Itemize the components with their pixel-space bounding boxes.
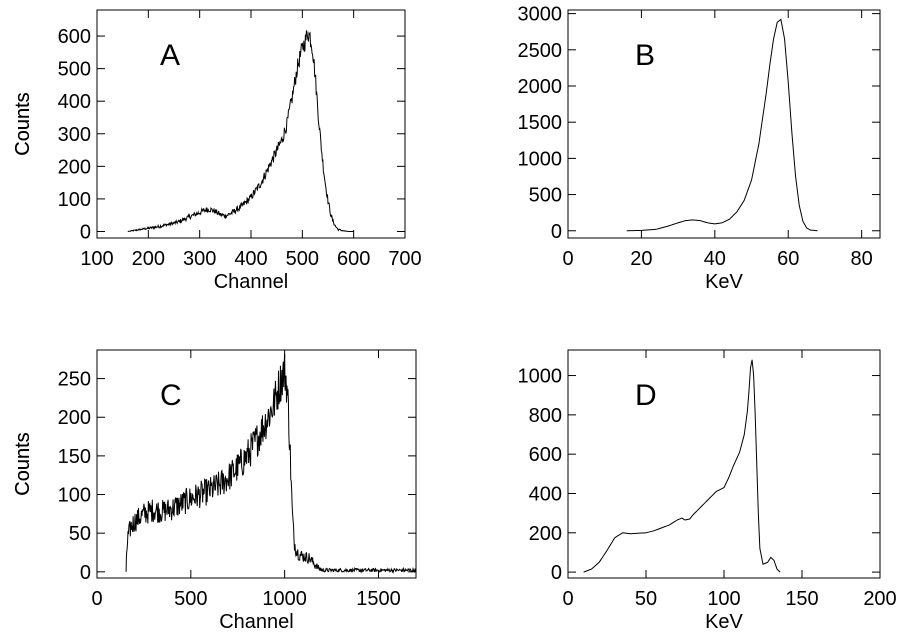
x-tick-label: 100 — [80, 248, 113, 270]
y-tick-label: 500 — [58, 59, 91, 81]
y-tick-label: 400 — [58, 91, 91, 113]
y-tick-label: 100 — [58, 485, 91, 507]
y-tick-label: 0 — [80, 221, 91, 243]
panel-letter: D — [635, 379, 657, 412]
x-tick-label: 0 — [562, 248, 573, 270]
x-tick-label: 20 — [630, 248, 652, 270]
x-tick-label: 150 — [785, 588, 818, 610]
x-tick-label: 300 — [183, 248, 216, 270]
y-tick-label: 1000 — [518, 148, 563, 170]
panel-a: 100 200 300 400 500 600 700 0 100 200 300 400 500 600… — [12, 9, 422, 293]
y-tick-label: 600 — [58, 26, 91, 48]
plot-frame — [567, 9, 881, 239]
plot-frame — [96, 349, 417, 579]
series-line — [583, 359, 781, 573]
series-line — [626, 18, 818, 232]
panel-letter: C — [160, 379, 182, 412]
series-line — [125, 353, 417, 574]
panel-c: 0 500 1000 1500 0 50 100 150 200 250 Channel Counts… — [12, 349, 417, 633]
x-tick-label: 60 — [777, 248, 799, 270]
x-tick-label: 700 — [388, 248, 421, 270]
y-tick-label: 2000 — [518, 76, 563, 98]
y-axis-label: Counts — [12, 92, 34, 155]
y-tick-label: 0 — [551, 562, 562, 584]
y-tick-label: 300 — [58, 124, 91, 146]
x-tick-label: 500 — [174, 588, 207, 610]
y-tick-label: 2500 — [518, 40, 563, 62]
y-tick-label: 200 — [58, 407, 91, 429]
x-tick-label: 200 — [863, 588, 896, 610]
x-tick-label: 200 — [132, 248, 165, 270]
y-tick-label: 200 — [529, 523, 562, 545]
plot-frame — [96, 9, 406, 239]
y-axis-label: Counts — [12, 432, 34, 495]
y-tick-label: 0 — [80, 562, 91, 584]
x-tick-label: 80 — [851, 248, 873, 270]
plot-frame — [567, 349, 881, 579]
series-line — [127, 30, 354, 232]
y-tick-label: 250 — [58, 369, 91, 391]
x-axis-label: KeV — [705, 271, 743, 293]
panel-letter: B — [635, 39, 655, 72]
y-tick-label: 150 — [58, 446, 91, 468]
x-tick-label: 400 — [234, 248, 267, 270]
y-axis-label: Counts — [12, 92, 34, 155]
y-tick-label: 0 — [551, 221, 562, 243]
x-tick-label: 0 — [562, 588, 573, 610]
y-tick-label: 800 — [529, 405, 562, 427]
panel-b: 0 20 40 60 80050010001500200025003000KeVCoun… — [12, 4, 881, 293]
y-tick-label: 1000 — [518, 366, 563, 388]
x-tick-label: 100 — [707, 588, 740, 610]
x-tick-label: 500 — [286, 248, 319, 270]
x-tick-label: 40 — [704, 248, 726, 270]
panel-letter: A — [160, 39, 180, 72]
y-axis-label: Counts — [12, 432, 34, 495]
y-tick-label: 600 — [529, 444, 562, 466]
x-tick-label: 1000 — [262, 588, 307, 610]
x-axis-label: KeV — [705, 611, 743, 633]
y-tick-label: 50 — [69, 523, 91, 545]
y-tick-label: 500 — [529, 185, 562, 207]
x-tick-label: 50 — [635, 588, 657, 610]
y-tick-label: 400 — [529, 483, 562, 505]
y-tick-label: 3000 — [518, 4, 563, 26]
x-tick-label: 0 — [91, 588, 102, 610]
y-tick-label: 100 — [58, 189, 91, 211]
x-axis-label: Channel — [214, 271, 289, 293]
x-tick-label: 1500 — [356, 588, 401, 610]
x-tick-label: 600 — [337, 248, 370, 270]
y-tick-label: 1500 — [518, 112, 563, 134]
y-tick-label: 200 — [58, 156, 91, 178]
x-axis-label: Channel — [219, 611, 294, 633]
